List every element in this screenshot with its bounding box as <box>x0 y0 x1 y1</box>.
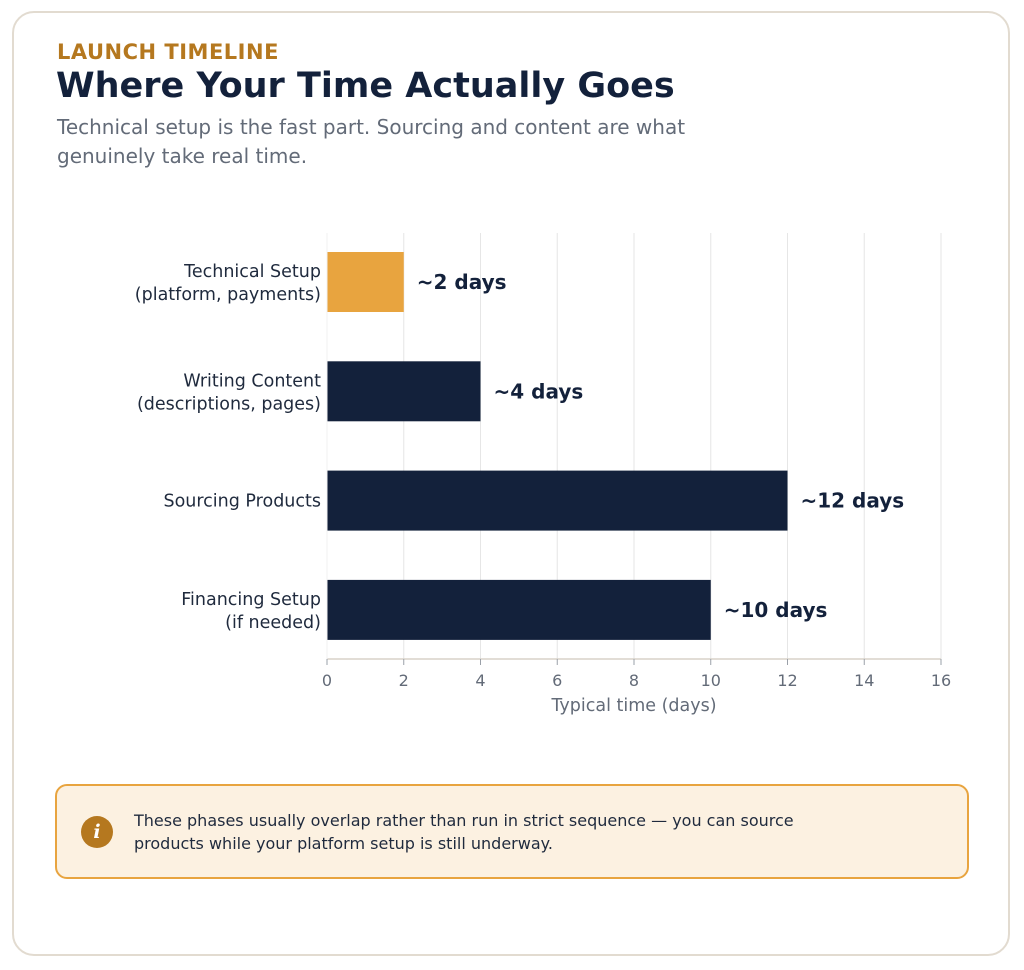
eyebrow: LAUNCH TIMELINE <box>57 40 279 64</box>
subtitle: Technical setup is the fast part. Sourci… <box>57 115 686 168</box>
note-text: These phases usually overlap rather than… <box>134 811 794 853</box>
info-icon: i <box>81 816 113 848</box>
info-note: i These phases usually overlap rather th… <box>55 784 969 879</box>
page-title: Where Your Time Actually Goes <box>56 66 675 106</box>
